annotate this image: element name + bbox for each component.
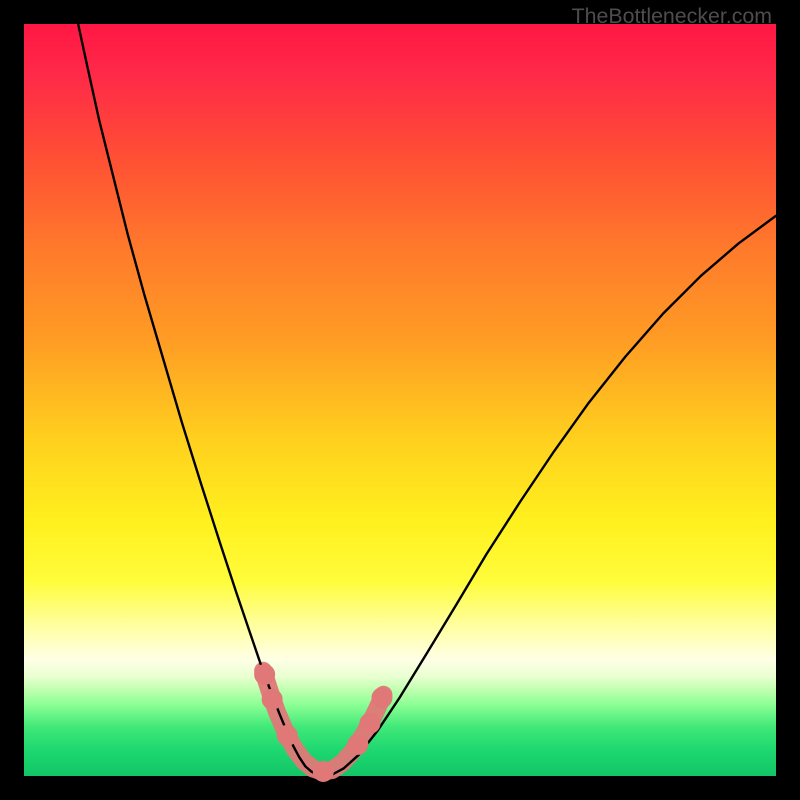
marker-dot	[262, 689, 282, 709]
chart-overlay-svg	[24, 24, 776, 776]
marker-dot	[277, 725, 297, 745]
marker-dot	[360, 713, 380, 733]
chart-stage: TheBottlenecker.com	[0, 0, 800, 800]
marker-dot	[313, 761, 333, 781]
plot-area	[24, 24, 776, 776]
marker-dot	[255, 664, 275, 684]
marker-dot	[348, 734, 368, 754]
curve-left-arm	[78, 24, 323, 776]
marker-dot	[372, 688, 392, 708]
watermark-text: TheBottlenecker.com	[572, 4, 772, 29]
